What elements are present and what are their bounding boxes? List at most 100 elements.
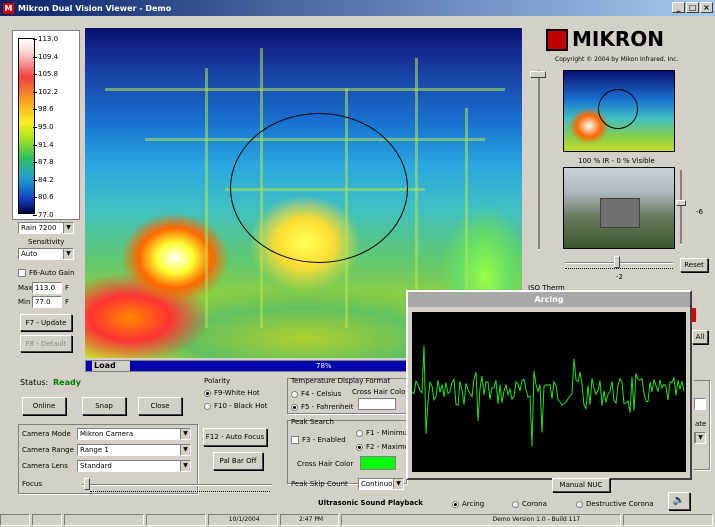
structure-line — [205, 68, 208, 328]
sensitivity-label: Sensitivity — [28, 238, 65, 246]
status-version: Demo Version 1.0 - Build 117 — [341, 514, 622, 526]
scale-tick-label: 113.0 — [32, 35, 59, 43]
chevron-down-icon: ▼ — [180, 429, 190, 439]
ultrasonic-title: Ultrasonic Sound Playback — [318, 499, 423, 507]
ultrasonic-destructive-radio[interactable]: Destructive Corona — [576, 500, 654, 508]
close-button[interactable]: Close — [138, 397, 182, 415]
structure-line — [465, 108, 468, 328]
sensitivity-select[interactable]: Auto ▼ — [18, 248, 74, 260]
right-input[interactable] — [694, 398, 706, 410]
crosshair-color-label: Cross Hair Color — [352, 388, 409, 396]
all-button[interactable]: All — [692, 330, 708, 344]
celsius-label: F4 - Celsius — [301, 390, 342, 398]
palette-value: Rain 7200 — [21, 224, 57, 232]
arcing-waveform — [411, 312, 686, 472]
peak-skip-select[interactable]: Continuous ▼ — [358, 478, 404, 490]
rate-select[interactable]: ▼ — [694, 432, 706, 444]
peak-enable-checkbox[interactable]: F3 - Enabled — [291, 436, 346, 444]
peak-crosshair-swatch[interactable] — [360, 456, 396, 470]
online-button[interactable]: Online — [22, 397, 66, 415]
window-title: Mikron Dual Vision Viewer - Demo — [18, 3, 172, 13]
waveform-svg — [411, 345, 685, 447]
max-input[interactable]: 113.0 — [32, 282, 62, 294]
checkbox-icon — [291, 436, 299, 444]
speaker-button[interactable]: 🔈 — [668, 492, 690, 510]
peak-max-label: F2 - Maximu — [366, 443, 410, 451]
rate-label: ate — [695, 420, 707, 428]
iso-therm-label: ISO Therm — [528, 284, 565, 292]
checkbox-icon — [18, 269, 26, 277]
scale-tick-label: 77.0 — [33, 211, 54, 219]
app-icon: M — [3, 2, 14, 14]
camera-group — [18, 424, 198, 494]
update-button[interactable]: F7 - Update — [20, 314, 72, 331]
ultrasonic-arcing-radio[interactable]: Arcing — [452, 500, 484, 508]
camera-lens-label: Camera Lens — [22, 462, 68, 470]
palette-select[interactable]: Rain 7200 ▼ — [18, 222, 74, 234]
celsius-radio[interactable]: F4 - Celsius — [291, 390, 341, 398]
ir-thumbnail[interactable] — [563, 70, 675, 152]
focus-ticks — [90, 491, 270, 492]
speaker-icon: 🔈 — [672, 495, 686, 506]
peak-crosshair-label: Cross Hair Color — [297, 460, 354, 468]
mikron-logo-icon — [546, 29, 568, 51]
fahrenheit-radio[interactable]: F5 - Fahrenheit — [291, 403, 353, 411]
thumbnail-circle — [598, 89, 638, 129]
side-slider-track[interactable] — [680, 170, 682, 245]
radio-icon — [204, 402, 211, 410]
status-cell — [0, 514, 30, 526]
status-date: 10/1/2004 — [207, 514, 278, 526]
ultrasonic-corona-radio[interactable]: Corona — [512, 500, 547, 508]
camera-range-label: Camera Range — [22, 446, 74, 454]
manual-nuc-button[interactable]: Manual NUC — [552, 478, 610, 492]
blend-slider-thumb[interactable] — [614, 256, 620, 268]
auto-focus-button[interactable]: F12 - Auto Focus — [203, 428, 267, 446]
polarity-white-hot[interactable]: F9-White Hot — [204, 389, 260, 397]
reset-button[interactable]: Reset — [680, 258, 708, 272]
structure-line — [415, 58, 418, 328]
peak-max-radio[interactable]: F2 - Maximu — [356, 443, 409, 451]
radio-icon — [204, 389, 211, 397]
polarity-black-hot[interactable]: F10 - Black Hot — [204, 402, 267, 410]
peak-min-radio[interactable]: F1 - Minimu — [356, 429, 407, 437]
fahrenheit-label: F5 - Fahrenheit — [301, 403, 354, 411]
blend-slider-value: -2 — [616, 273, 623, 281]
pal-bar-off-button[interactable]: Pal Bar Off — [213, 452, 263, 470]
side-slider-thumb[interactable] — [676, 200, 686, 206]
camera-mode-value: Mikron Camera — [80, 430, 134, 438]
scale-tick-label: 91.4 — [33, 140, 54, 149]
status-cell — [31, 514, 62, 526]
status-value: Ready — [53, 378, 81, 387]
radio-icon — [356, 443, 363, 451]
arcing-window[interactable]: Arcing — [406, 290, 692, 480]
status-cell — [145, 514, 206, 526]
polarity-title: Polarity — [204, 377, 231, 385]
camera-lens-select[interactable]: Standard ▼ — [77, 460, 191, 472]
camera-range-select[interactable]: Range 1 ▼ — [77, 444, 191, 456]
status-time: 2:47 PM — [279, 514, 340, 526]
radio-icon — [291, 403, 298, 411]
minimize-button[interactable]: _ — [672, 2, 685, 13]
focus-slider-track[interactable] — [82, 484, 272, 486]
temp-crosshair-swatch[interactable] — [358, 398, 396, 410]
visible-thumbnail[interactable] — [563, 167, 675, 249]
zoom-circle — [230, 113, 408, 263]
ultrasonic-option-label: Destructive Corona — [586, 500, 654, 508]
title-bar: M Mikron Dual Vision Viewer - Demo _ □ × — [0, 0, 715, 16]
zoom-slider-thumb[interactable] — [530, 71, 546, 78]
structure-line — [105, 88, 505, 91]
focus-slider-thumb[interactable] — [84, 478, 90, 490]
camera-mode-select[interactable]: Mikron Camera ▼ — [77, 428, 191, 440]
zoom-slider-track[interactable] — [538, 70, 540, 250]
maximize-button[interactable]: □ — [686, 2, 699, 13]
status-cell — [623, 514, 713, 526]
snap-button[interactable]: Snap — [82, 397, 126, 415]
min-input[interactable]: 77.0 — [32, 296, 62, 308]
transformer-shape — [600, 198, 640, 228]
default-button[interactable]: F8 - Default — [20, 335, 72, 352]
status-label: Status: — [20, 378, 49, 387]
chevron-down-icon: ▼ — [695, 433, 705, 443]
sensitivity-value: Auto — [21, 250, 38, 258]
autogain-checkbox[interactable]: F6-Auto Gain — [18, 269, 74, 277]
close-window-button[interactable]: × — [700, 2, 713, 13]
